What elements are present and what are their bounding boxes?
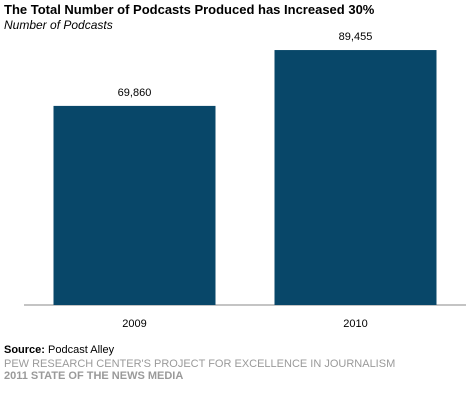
data-label-2010: 89,455 [339,31,373,43]
source-label: Source: [4,344,45,356]
bar-2010 [274,50,437,305]
x-tick-label-2010: 2010 [343,318,367,330]
x-tick-label-2009: 2009 [122,318,146,330]
source-value: Podcast Alley [48,344,115,356]
report-credit: 2011 STATE OF THE NEWS MEDIA [4,370,184,382]
chart-title: The Total Number of Podcasts Produced ha… [4,2,375,17]
organization-credit: PEW RESEARCH CENTER'S PROJECT FOR EXCELL… [4,358,396,370]
source-note: Source: Podcast Alley [4,344,114,356]
bar-2009 [53,105,216,305]
data-label-2009: 69,860 [118,87,152,99]
chart-subtitle: Number of Podcasts [4,18,113,32]
